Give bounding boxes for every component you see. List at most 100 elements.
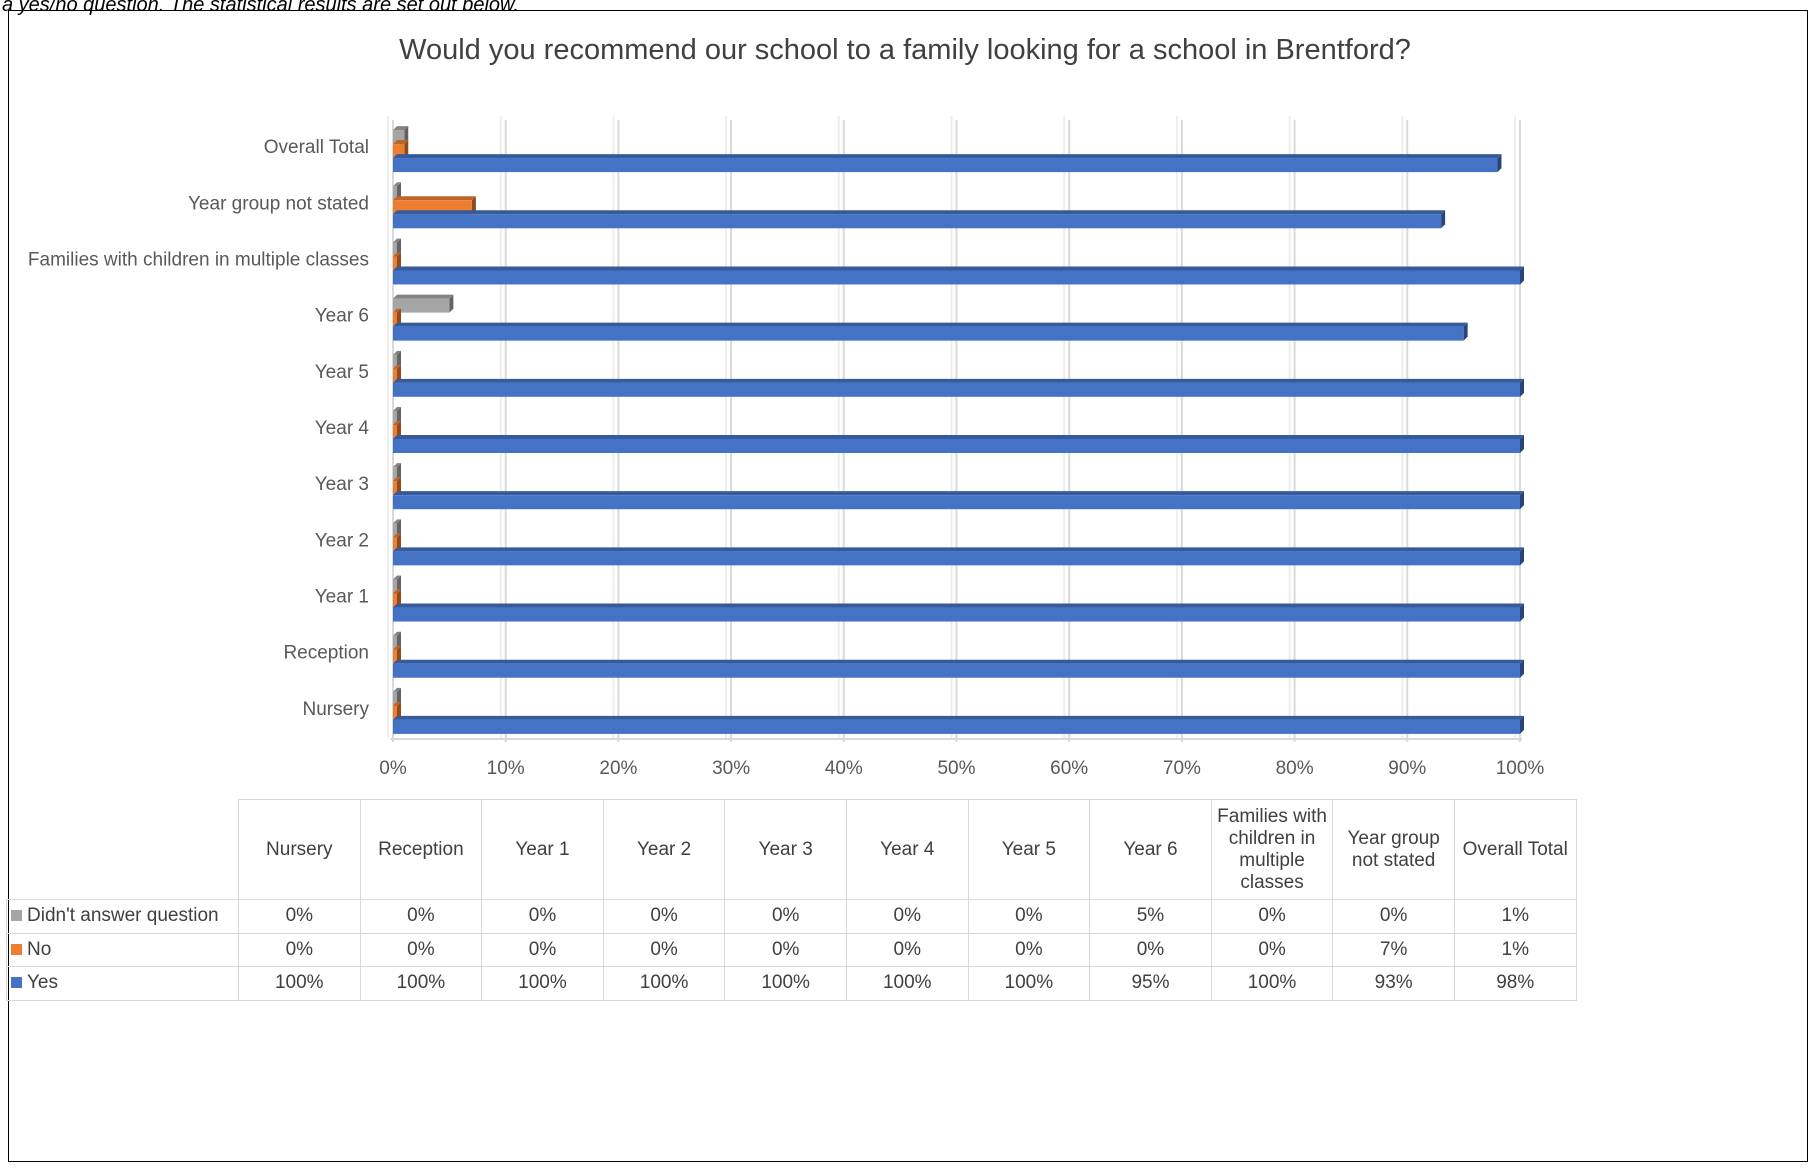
bar-top [393,589,401,594]
bar-top [393,715,1524,720]
bar-side [1520,603,1524,622]
bar-side [397,463,401,482]
bar-side [404,126,409,145]
category-label: Year 3 [315,474,369,495]
table-cell: 0% [845,932,969,967]
bar-side [1520,266,1524,285]
bar-top [393,533,401,538]
bar-side [397,519,401,538]
bar-top [393,603,1524,608]
bar-top [393,196,476,201]
bar-top [393,547,1524,552]
x-tick-label: 100% [1496,758,1545,779]
bar [393,312,397,327]
bar-top [393,659,1524,664]
bar [393,691,397,706]
category-label: Year 1 [315,587,369,608]
bar-top [393,463,401,468]
bar-top [393,378,1524,383]
bar-side [397,687,401,706]
table-column-header: Year 3 [724,799,847,900]
bar [393,551,1520,566]
bar [393,144,405,159]
bar [393,130,405,145]
bar-side [1520,715,1524,734]
bar-top [393,182,401,187]
bar-side [397,533,401,552]
bar [393,256,397,271]
x-tick-label: 20% [599,758,637,779]
table-column-header: Year 1 [481,799,604,900]
table-cell: 0% [1210,899,1334,934]
category-label: Overall Total [264,137,369,158]
table-cell: 0% [359,932,483,967]
table-cell: 100% [481,966,604,1001]
bar-top [393,491,1524,496]
bar [393,354,397,369]
table-cell: 0% [1210,932,1334,967]
table-row: No 0% 0% 0% 0% 0% 0% 0% 0% 0% 7% 1% [6,932,1577,967]
bar-top [393,238,401,243]
bar [393,663,1520,678]
bar-side [397,182,401,201]
table-cell: 95% [1089,966,1212,1001]
bar-top [393,631,401,636]
bar-top [393,477,401,482]
legend-label: No [27,938,52,960]
chart-frame [8,10,1808,1162]
legend-entry: Didn't answer question [6,899,239,934]
bar-top [393,421,401,425]
table-row: Didn't answer question 0% 0% 0% 0% 0% 0% 0% 5% 0%… [6,899,1577,934]
legend-label: Didn't answer question [27,905,219,927]
table-column-header: Year 4 [845,799,969,900]
x-tick-label: 70% [1163,758,1201,779]
table-cell: 0% [967,932,1091,967]
table-cell: 93% [1332,966,1455,1001]
chart-title: Would you recommend our school to a fami… [399,34,1411,66]
table-cell: 0% [238,932,361,967]
category-label: Year group not stated [188,193,369,214]
table-column-header: Year group not stated [1332,799,1455,900]
table-column-header: Year 2 [602,799,726,900]
bar-top [393,322,1468,327]
table-cell: 98% [1453,966,1577,1001]
intro-text: a yes/no question. The statistical resul… [2,0,519,16]
bar-side [1520,435,1524,453]
x-tick-label: 50% [937,758,975,779]
table-cell: 0% [602,899,726,934]
bar [393,382,1520,397]
category-label: Year 2 [315,530,369,551]
x-tick-label: 80% [1276,758,1314,779]
table-column-header: Families with children in multiple class… [1210,799,1334,900]
bar [393,523,397,538]
table-cell: 1% [1453,899,1577,934]
bar [393,579,397,594]
table-cell: 100% [967,966,1091,1001]
bar-side [404,140,409,159]
bar-top [393,294,454,299]
table-corner [6,799,239,900]
bar-side [471,196,476,215]
bar-top [393,154,1502,159]
category-label: Reception [283,643,369,664]
bar-top [393,701,401,706]
bar [393,593,397,608]
bar-top [393,252,401,257]
x-tick-label: 90% [1388,758,1426,779]
bar-side [397,589,401,608]
bar [393,719,1520,734]
bar-side [397,350,401,369]
table-cell: 1% [1453,932,1577,967]
table-cell: 5% [1089,899,1212,934]
table-cell: 0% [481,899,604,934]
table-cell: 7% [1332,932,1455,967]
bar-side [397,421,401,439]
category-label: Year 5 [315,362,369,383]
bar-side [397,407,401,425]
legend-swatch [11,910,22,922]
bar-side [1520,491,1524,510]
x-tick-label: 10% [487,758,525,779]
category-label: Nursery [302,699,369,720]
table-column-header: Year 5 [967,799,1091,900]
bar-side [1520,659,1524,678]
